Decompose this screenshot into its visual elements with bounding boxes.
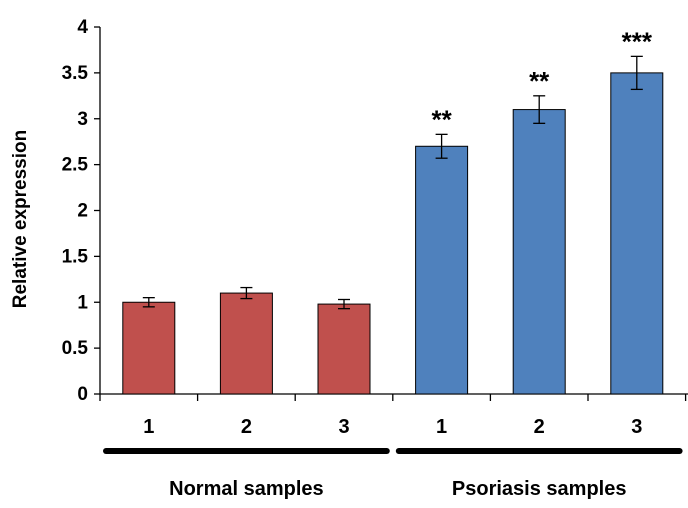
y-tick-label: 0.5 <box>62 338 89 359</box>
x-tick-label: 1 <box>143 416 154 438</box>
y-tick-label: 3 <box>77 109 88 130</box>
bar <box>512 109 566 395</box>
x-tick-label: 3 <box>338 416 349 438</box>
y-tick-label: 2 <box>77 201 88 222</box>
bar <box>122 301 176 395</box>
bar <box>610 72 664 395</box>
significance-label: ** <box>431 104 452 134</box>
x-axis: 1 2 3 1 2 3 <box>99 393 688 438</box>
y-tick-label: 1.5 <box>62 246 89 267</box>
y-tick-label: 4 <box>77 17 88 38</box>
x-tick-label: 2 <box>534 416 545 438</box>
x-tick-label: 2 <box>241 416 252 438</box>
group-label: Psoriasis samples <box>452 478 627 500</box>
x-tick-label: 1 <box>436 416 447 438</box>
bar <box>415 145 469 395</box>
sample-groups: Normal samples Psoriasis samples <box>103 448 683 500</box>
bars: ******* <box>122 26 664 395</box>
y-tick-label: 3.5 <box>62 63 89 84</box>
x-tick-label: 3 <box>631 416 642 438</box>
bar <box>317 303 371 395</box>
y-tick-label: 0 <box>77 384 88 405</box>
y-tick-label: 1 <box>77 292 88 313</box>
significance-label: ** <box>529 66 550 96</box>
y-axis-label: Relative expression <box>10 130 31 308</box>
y-tick-label: 2.5 <box>62 155 89 176</box>
bar <box>219 292 273 395</box>
significance-label: *** <box>622 26 653 56</box>
group-label: Normal samples <box>169 478 324 500</box>
y-axis: 0 0.5 1 1.5 2 2.5 3 3.5 4 <box>62 17 101 405</box>
